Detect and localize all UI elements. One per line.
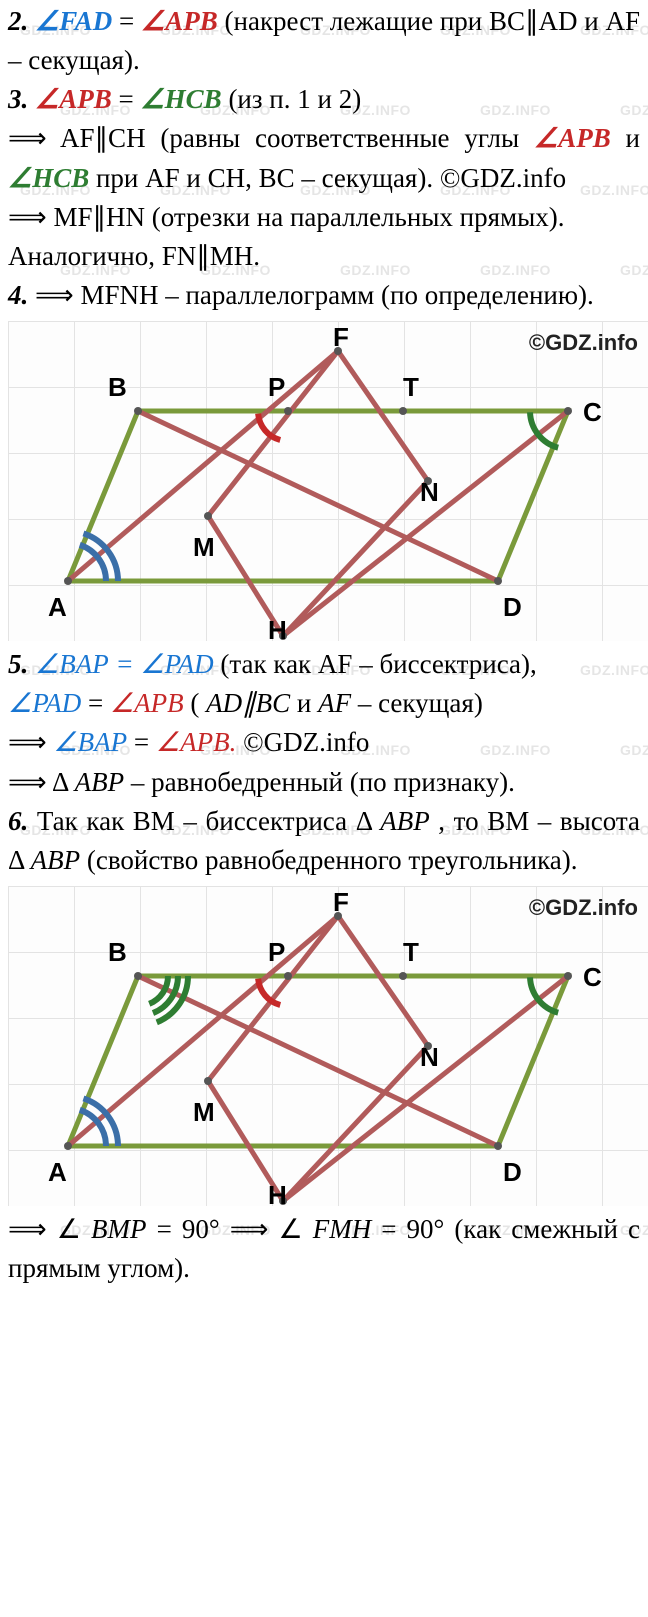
- svg-text:T: T: [403, 372, 419, 402]
- step-3: 3. ∠APB = ∠HCB (из п. 1 и 2): [8, 80, 640, 119]
- svg-text:H: H: [268, 615, 287, 641]
- svg-text:F: F: [333, 322, 349, 352]
- svg-text:F: F: [333, 887, 349, 917]
- step-3-line2: ⟹ AF∥CH (равны соответственные углы ∠APB…: [8, 119, 640, 197]
- step-4: 4. ⟹ MFNH – параллелограмм (по определен…: [8, 276, 640, 315]
- copyright-1: ©GDZ.info: [529, 327, 638, 359]
- step-2: 2. ∠FAD = ∠APB (накрест лежащие при BC∥A…: [8, 2, 640, 80]
- step-5-line2: ∠PAD = ∠APB ( AD∥BC и AF – секущая): [8, 684, 640, 723]
- step-num-3: 3.: [8, 84, 28, 114]
- angle-apb-2: ∠APB: [35, 84, 112, 114]
- step-num-2: 2.: [8, 6, 28, 36]
- figure-2: ©GDZ.info A B C D P T F H M N: [8, 886, 648, 1206]
- step-5-line4: ⟹ Δ ABP – равнобедренный (по признаку).: [8, 763, 640, 802]
- step-5-line3: ⟹ ∠BAP = ∠APB. ©GDZ.info: [8, 723, 640, 762]
- step-6: 6. Так как BM – биссектриса Δ ABP , то B…: [8, 802, 640, 880]
- svg-text:N: N: [420, 477, 439, 507]
- svg-text:T: T: [403, 937, 419, 967]
- angle-apb: ∠APB: [141, 6, 218, 36]
- svg-text:M: M: [193, 1097, 215, 1127]
- svg-text:C: C: [583, 962, 602, 992]
- svg-text:A: A: [48, 1157, 67, 1187]
- diagram-2: A B C D P T F H M N: [8, 886, 648, 1206]
- angle-fad: ∠FAD: [35, 6, 112, 36]
- figure-1: ©GDZ.info A B C D P T F H M N: [8, 321, 648, 641]
- svg-text:D: D: [503, 1157, 522, 1187]
- step-3-line4: Аналогично, FN∥MH.: [8, 237, 640, 276]
- svg-text:P: P: [268, 372, 285, 402]
- svg-text:B: B: [108, 372, 127, 402]
- svg-text:B: B: [108, 937, 127, 967]
- svg-text:H: H: [268, 1180, 287, 1206]
- copyright-2: ©GDZ.info: [529, 892, 638, 924]
- angle-hcb: ∠HCB: [140, 84, 221, 114]
- svg-text:M: M: [193, 532, 215, 562]
- diagram-1: A B C D P T F H M N: [8, 321, 648, 641]
- svg-text:D: D: [503, 592, 522, 622]
- step-5: 5. ∠BAP = ∠PAD (так как AF – биссектриса…: [8, 645, 640, 684]
- step-num-4: 4.: [8, 280, 28, 310]
- step-num-5: 5.: [8, 649, 28, 679]
- step-3-line3: ⟹ MF∥HN (отрезки на параллельных прямых)…: [8, 198, 640, 237]
- step-num-6: 6.: [8, 806, 28, 836]
- svg-text:A: A: [48, 592, 67, 622]
- step-last: ⟹ ∠ BMP = 90° ⟹ ∠ FMH = 90° (как смежный…: [8, 1210, 640, 1288]
- svg-text:N: N: [420, 1042, 439, 1072]
- svg-text:C: C: [583, 397, 602, 427]
- svg-text:P: P: [268, 937, 285, 967]
